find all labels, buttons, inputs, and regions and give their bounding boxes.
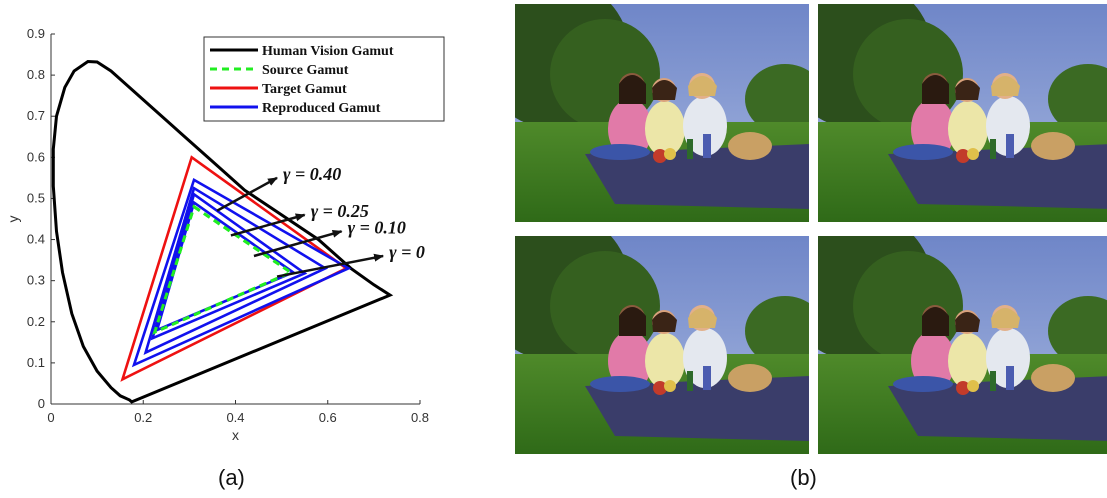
photo-bottom-left: [515, 236, 809, 454]
x-tick-label: 0.6: [319, 410, 337, 425]
photo-top-right: [818, 4, 1107, 222]
annotation-label: γ = 0.10: [348, 217, 406, 237]
x-tick-label: 0.4: [226, 410, 244, 425]
series-reproduced-gamut-0: [155, 200, 296, 333]
legend-label: Reproduced Gamut: [262, 101, 381, 116]
annotation-label: γ = 0.25: [311, 201, 369, 221]
series-reproduced-gamut-0-10: [150, 192, 308, 341]
chart-axes: 0 0.2 0.4 0.6 0.8 0 0.1 0.2 0.3 0.4 0.5 0.6 0.7 0.8 0.…: [5, 26, 429, 443]
legend-label: Target Gamut: [262, 82, 347, 97]
chart-annotations: γ = 0.40 γ = 0.25γ = 0.10 γ = 0: [216, 164, 425, 278]
y-tick-label: 0.1: [27, 355, 45, 370]
annotation-arrow: [216, 176, 278, 212]
x-tick-label: 0.8: [411, 410, 429, 425]
y-tick-label: 0.2: [27, 314, 45, 329]
y-tick-label: 0.6: [27, 149, 45, 164]
y-tick-label: 0.7: [27, 108, 45, 123]
series-human-vision-gamut: [51, 59, 394, 404]
y-tick-label: 0.8: [27, 67, 45, 82]
legend-label: Human Vision Gamut: [262, 44, 394, 59]
annotation-label: γ = 0: [389, 242, 425, 262]
x-tick-label: 0.2: [134, 410, 152, 425]
annotation-arrow: [253, 229, 343, 258]
photo-top-left: [515, 4, 809, 222]
caption-b: (b): [790, 465, 817, 490]
y-axis-title: y: [5, 216, 21, 223]
photo-bottom-right: [818, 236, 1107, 454]
y-tick-label: 0: [38, 396, 45, 411]
caption-a: (a): [218, 465, 245, 490]
chart-legend: Human Vision Gamut Source Gamut Target Gam…: [203, 36, 445, 122]
x-axis-title: x: [232, 427, 239, 443]
annotation-label: γ = 0.40: [283, 164, 341, 184]
series-target-gamut: [120, 155, 349, 382]
annotation-arrow: [276, 253, 385, 278]
y-tick-label: 0.5: [27, 190, 45, 205]
annotation-arrow: [230, 213, 306, 237]
y-tick-label: 0.9: [27, 26, 45, 41]
y-tick-label: 0.3: [27, 273, 45, 288]
y-tick-label: 0.4: [27, 232, 45, 247]
legend-label: Source Gamut: [262, 63, 349, 78]
gamut-chart: 0 0.2 0.4 0.6 0.8 0 0.1 0.2 0.3 0.4 0.5 0.6 0.7 0.8 0.…: [5, 26, 445, 443]
x-tick-label: 0: [47, 410, 54, 425]
